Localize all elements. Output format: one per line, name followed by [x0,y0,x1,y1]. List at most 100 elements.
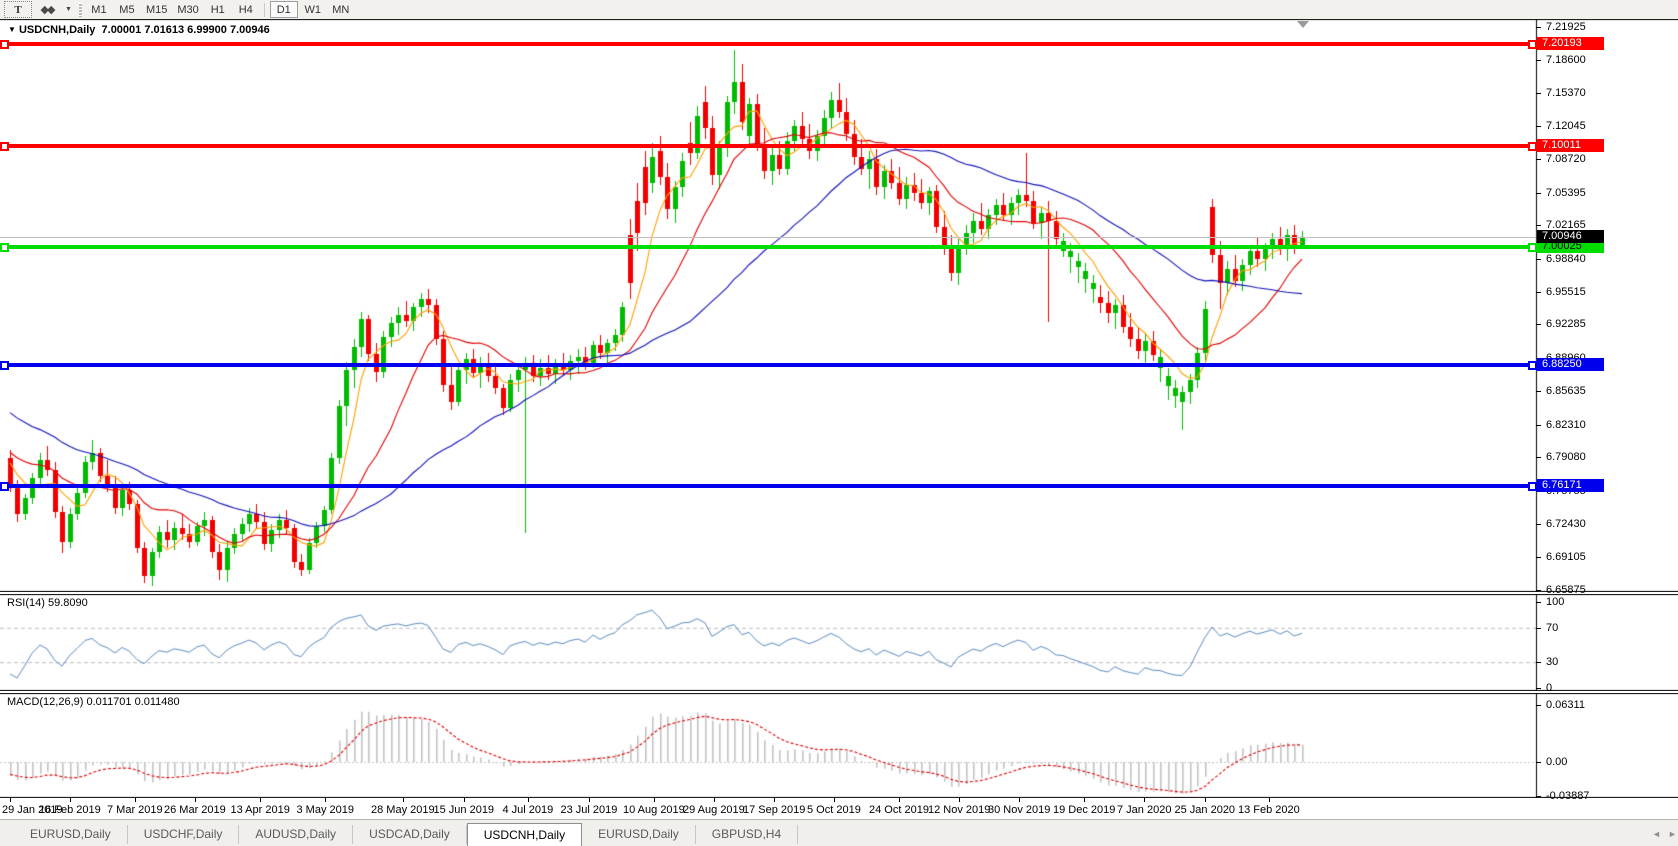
timeframe-button-H4[interactable]: H4 [238,3,253,16]
hline-handle[interactable] [1528,243,1537,252]
date-label: 13 Feb 2020 [1238,804,1300,816]
date-tick [260,798,261,802]
hline-handle[interactable] [1528,40,1537,49]
rsi-canvas[interactable] [0,594,1678,691]
rsi-axis-tick [1536,628,1541,629]
chart-title: ▼ USDCNH,Daily 7.00001 7.01613 6.99900 7… [8,24,270,36]
price-axis-tick [1536,60,1541,61]
date-tick [1205,798,1206,802]
hline-handle[interactable] [1528,142,1537,151]
date-label: 12 Nov 2019 [928,804,991,816]
date-tick [70,798,71,802]
price-axis-label: 6.79080 [1546,451,1586,463]
hline-7.20193[interactable] [0,42,1536,46]
timeframe-button-M30[interactable]: M30 [177,3,199,16]
price-axis-tick [1536,457,1541,458]
timeframe-button-M15[interactable]: M15 [145,3,168,16]
timeframe-button-D1[interactable]: D1 [269,1,298,18]
date-axis[interactable]: 29 Jan 2019 16 Feb 2019 7 Mar 2019 26 Mar 2… [0,798,1678,819]
timeframe-button-M5[interactable]: M5 [119,3,135,16]
price-axis-label: 7.05395 [1546,187,1586,199]
macd-axis-tick [1536,762,1541,763]
macd-indicator-label: MACD(12,26,9) 0.011701 0.011480 [7,696,180,708]
chart-symbol-period: USDCNH,Daily [18,24,96,36]
hline-handle[interactable] [0,243,9,252]
price-axis-label: 6.69105 [1546,551,1586,563]
hline-handle[interactable] [0,361,9,370]
timeframe-button-W1[interactable]: W1 [304,3,322,16]
date-label: 19 Dec 2019 [1053,804,1116,816]
timeframe-button-M1[interactable]: M1 [91,3,107,16]
price-axis-label: 6.95515 [1546,286,1586,298]
tab-scroll-right-icon[interactable]: ► [1668,829,1677,839]
main-chart-canvas[interactable] [0,19,1678,592]
date-label: 5 Oct 2019 [807,804,861,816]
macd-canvas[interactable] [0,693,1678,798]
tab-scroll-left-icon[interactable]: ◄ [1652,829,1661,839]
price-label-7.00025: 7.00025 [1537,240,1604,253]
toolbar-grip[interactable] [78,2,82,17]
price-axis-label: 7.15370 [1546,87,1586,99]
price-axis-tick [1536,126,1541,127]
date-tick [10,798,11,802]
text-tool-button[interactable]: T [4,1,32,18]
hline-handle[interactable] [0,482,9,491]
tab-EURUSD-Daily[interactable]: EURUSD,Daily [14,825,128,844]
hline-6.88250[interactable] [0,363,1536,367]
timeframe-button-H1[interactable]: H1 [210,3,225,16]
toolbar: T ◆◆ ▼ M1 M5 M15 M30 H1 H4 D1 W1 MN [0,0,1678,20]
date-label: 15 Jun 2019 [433,804,495,816]
price-axis-label: 6.85635 [1546,385,1586,397]
tab-USDCHF-Daily[interactable]: USDCHF,Daily [128,825,240,844]
hline-7.10011[interactable] [0,144,1536,148]
tab-EURUSD-Daily[interactable]: EURUSD,Daily [582,825,696,844]
tab-USDCAD-Daily[interactable]: USDCAD,Daily [353,825,467,844]
styler-icon[interactable]: ◆◆ [40,4,56,16]
date-tick [135,798,136,802]
chart-shift-marker[interactable] [1297,21,1309,28]
hline-handle[interactable] [1528,361,1537,370]
timeframe-button-MN[interactable]: MN [332,3,350,16]
date-tick [774,798,775,802]
rsi-axis-label: 0 [1546,682,1553,694]
date-tick [834,798,835,802]
tab-AUDUSD-Daily[interactable]: AUDUSD,Daily [239,825,354,844]
current-price-label: 7.00946 [1537,230,1604,243]
price-axis-tick [1536,93,1541,94]
price-axis-label: 6.65875 [1546,584,1586,596]
date-label: 3 May 2019 [296,804,354,816]
price-axis-label: 6.72430 [1546,518,1586,530]
current-price-line [0,237,1536,238]
price-axis-label: 6.82310 [1546,419,1586,431]
tab-USDCNH-Daily[interactable]: USDCNH,Daily [466,823,583,846]
hline-handle[interactable] [0,40,9,49]
chart-collapse-icon[interactable]: ▼ [8,25,16,34]
price-axis-tick [1536,225,1541,226]
date-tick [464,798,465,802]
price-axis-tick [1536,524,1541,525]
price-axis-tick [1536,27,1541,28]
date-tick [1269,798,1270,802]
timeframe-buttons: M1 M5 M15 M30 H1 H4 D1 W1 MN [85,1,355,18]
price-label-7.20193: 7.20193 [1537,37,1604,50]
chevron-down-icon[interactable]: ▼ [65,6,72,13]
macd-axis-tick [1536,796,1541,797]
date-tick [1144,798,1145,802]
rsi-panel [0,594,1678,691]
hline-7.00025[interactable] [0,245,1536,249]
macd-axis-tick [1536,705,1541,706]
price-axis-tick [1536,324,1541,325]
hline-handle[interactable] [1528,482,1537,491]
chart-ohlc-readout: 7.00001 7.01613 6.99900 7.00946 [101,24,270,36]
date-tick [714,798,715,802]
hline-handle[interactable] [0,142,9,151]
macd-axis-label: 0.06311 [1546,699,1585,711]
date-tick [195,798,196,802]
hline-6.76171[interactable] [0,484,1536,488]
date-tick [528,798,529,802]
price-axis-label: 7.02165 [1546,219,1586,231]
price-axis-tick [1536,259,1541,260]
date-label: 26 Mar 2019 [164,804,226,816]
tab-GBPUSD-H4[interactable]: GBPUSD,H4 [696,825,799,844]
date-tick [589,798,590,802]
